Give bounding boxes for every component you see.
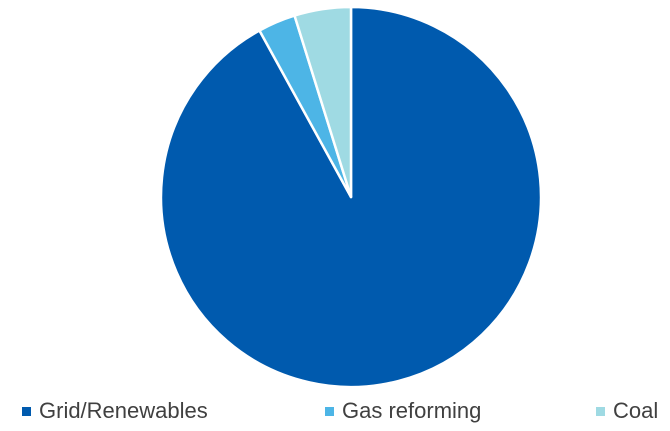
legend-label-coal: Coal (613, 398, 658, 423)
legend-swatch-grid-renewables (22, 407, 31, 416)
legend-item-coal: Coal (596, 398, 658, 423)
legend-item-gas-reforming: Gas reforming (325, 398, 481, 423)
legend-swatch-gas-reforming (325, 407, 334, 416)
legend-label-grid-renewables: Grid/Renewables (39, 398, 208, 423)
legend-swatch-coal (596, 407, 605, 416)
legend-label-gas-reforming: Gas reforming (342, 398, 481, 423)
legend-item-grid-renewables: Grid/Renewables (22, 398, 208, 423)
legend: Grid/Renewables Gas reforming Coal (22, 398, 658, 423)
pie-slice-coal (293, 5, 353, 199)
pie-slices (159, 5, 543, 389)
